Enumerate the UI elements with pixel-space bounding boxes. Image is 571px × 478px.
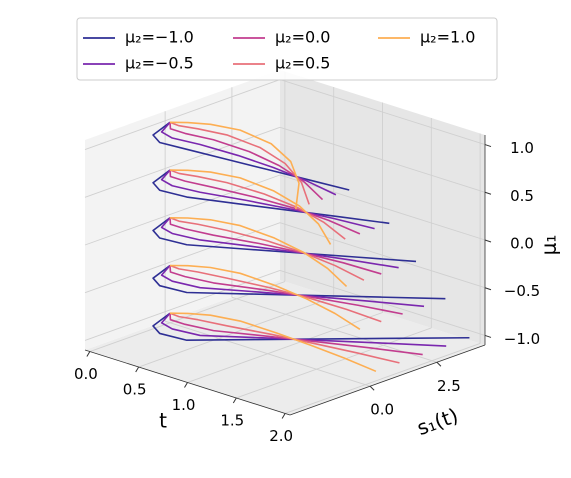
grid-line — [236, 327, 432, 399]
z-tick — [484, 144, 492, 148]
x-tick — [281, 413, 286, 419]
curve — [169, 265, 403, 315]
curve — [170, 312, 377, 373]
curve — [169, 121, 310, 205]
grid-line — [165, 320, 371, 387]
legend-label: μ₂=−1.0 — [125, 28, 194, 47]
y-axis-label: s₁(t) — [414, 403, 462, 440]
z-tick — [484, 287, 492, 291]
curve — [169, 217, 382, 275]
legend-label: μ₂=0.5 — [275, 54, 330, 73]
x-axis-label: t — [159, 409, 167, 433]
grid-line — [279, 222, 486, 289]
curve — [170, 169, 332, 245]
grid — [84, 71, 492, 419]
curve — [160, 121, 337, 196]
curve — [169, 313, 423, 356]
curve — [152, 169, 390, 225]
curve — [169, 217, 365, 281]
legend-label: μ₂=1.0 — [420, 28, 475, 47]
grid-line — [279, 79, 486, 145]
z-tick-label: 0.0 — [510, 235, 534, 253]
x-tick — [184, 382, 188, 388]
grid-line — [284, 343, 481, 414]
y-axis-line — [289, 344, 486, 416]
grid-line — [138, 296, 334, 368]
y-tick — [369, 385, 375, 391]
curve — [169, 122, 324, 201]
x-tick — [135, 366, 140, 373]
labels: t s₁(t) μ₁ 0.0 0.5 1.0 1.5 2.0 0.0 2.5 −1.0 −0.5… — [74, 139, 561, 445]
curve — [160, 312, 447, 347]
y-tick — [436, 361, 442, 367]
curve — [170, 216, 348, 287]
z-axis-label: μ₁ — [537, 235, 561, 256]
z-tick-label: 1.0 — [510, 139, 534, 157]
x-tick-label: 0.0 — [74, 365, 98, 383]
legend-label: μ₂=0.0 — [275, 28, 330, 47]
x-tick-label: 0.5 — [123, 381, 147, 399]
grid-line — [84, 126, 281, 198]
curve — [170, 264, 361, 331]
curve — [152, 264, 446, 300]
x-tick-label: 2.0 — [269, 427, 293, 445]
x-tick — [86, 351, 91, 357]
y-tick-label: 2.5 — [437, 377, 461, 395]
z-tick — [484, 334, 492, 338]
y-tick-label: 0.0 — [370, 401, 394, 419]
lines — [152, 121, 470, 373]
z-tick-label: 0.5 — [510, 187, 534, 205]
legend: μ₂=−1.0 μ₂=−0.5 μ₂=0.0 μ₂=0.5 μ₂=1.0 — [76, 17, 498, 81]
legend-frame — [76, 17, 498, 81]
grid-line — [89, 281, 286, 352]
curve — [169, 169, 346, 240]
z-tick — [484, 191, 492, 195]
curve — [160, 264, 425, 308]
grid-line — [84, 79, 281, 150]
legend-label: μ₂=−0.5 — [125, 54, 194, 73]
grid-line — [279, 126, 486, 193]
curve — [170, 121, 300, 210]
curve — [160, 217, 399, 269]
grid-line — [84, 222, 281, 294]
z-tick — [484, 239, 492, 243]
curve — [169, 264, 382, 323]
curve — [152, 217, 417, 263]
x-tick-label: 1.0 — [172, 396, 196, 414]
curve — [169, 170, 361, 235]
z-tick-label: −1.0 — [504, 330, 540, 348]
curve — [169, 312, 400, 364]
z-tick-label: −0.5 — [504, 282, 540, 300]
curve — [152, 312, 470, 342]
grid-line — [84, 174, 281, 246]
grid-line — [279, 174, 486, 241]
x-tick — [232, 397, 237, 404]
grid-line — [187, 312, 383, 383]
x-tick-label: 1.5 — [220, 411, 244, 429]
curve — [160, 169, 375, 230]
x-axis-line — [84, 349, 291, 416]
